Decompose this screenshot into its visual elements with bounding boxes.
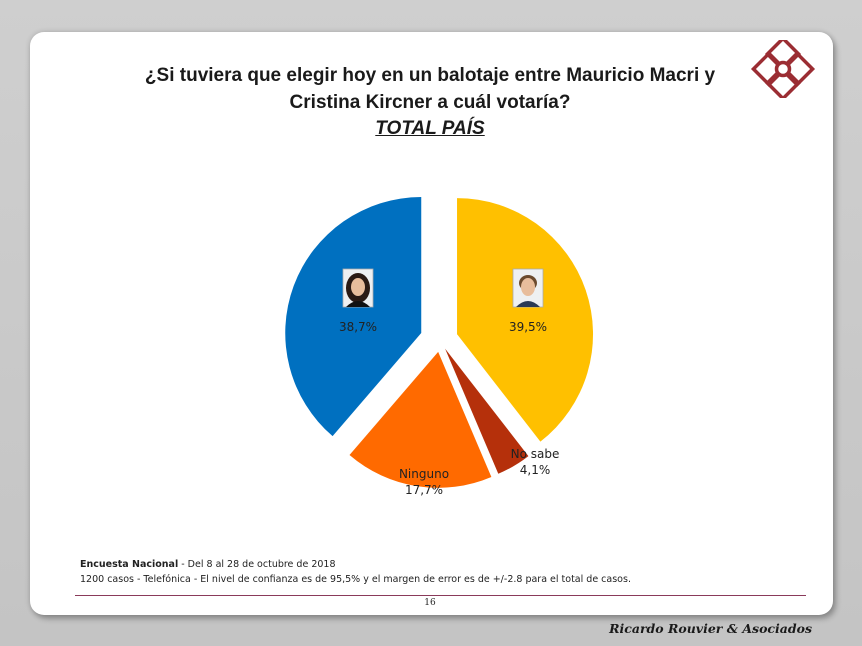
pie-slice: [457, 198, 594, 442]
brand-signature: Ricardo Rouvier & Asociados: [609, 621, 812, 636]
pie-slice: [285, 197, 422, 437]
slice-name-label: Ninguno: [399, 467, 449, 481]
pie-slice: [349, 351, 492, 488]
slice-name-label: No sabe: [511, 447, 560, 461]
slice-value-label: 4,1%: [520, 463, 551, 477]
macri-photo-icon: [512, 268, 544, 308]
slice-value-label: 39,5%: [509, 320, 547, 334]
kirchner-photo-icon: [342, 268, 374, 308]
chart-title: ¿Si tuviera que elegir hoy en un balotaj…: [130, 62, 730, 116]
slice-value-label: 38,7%: [339, 320, 377, 334]
pie-slice: [445, 348, 529, 474]
title-line-2: Cristina Kircner a cuál votaría?: [289, 92, 571, 113]
footer-method-line: 1200 casos - Telefónica - El nivel de co…: [80, 574, 631, 585]
slice-value-label: 17,7%: [405, 483, 443, 497]
survey-dates: - Del 8 al 28 de octubre de 2018: [178, 559, 336, 570]
logo-icon: [750, 40, 816, 98]
title-line-1: ¿Si tuviera que elegir hoy en un balotaj…: [144, 65, 716, 86]
footer-divider: [75, 595, 806, 596]
chart-subtitle: TOTAL PAÍS: [375, 118, 485, 139]
slide-card: [30, 32, 833, 615]
survey-name: Encuesta Nacional: [80, 559, 179, 570]
page-number: 16: [424, 598, 436, 608]
footer-survey-line: Encuesta Nacional - Del 8 al 28 de octub…: [80, 559, 336, 570]
